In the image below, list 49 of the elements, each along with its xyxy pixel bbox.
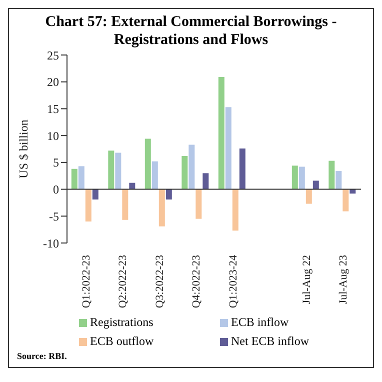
- bar: [312, 180, 319, 190]
- bar: [78, 166, 84, 190]
- y-tick-label: -5: [49, 209, 59, 224]
- bar: [218, 77, 224, 190]
- bar: [92, 189, 98, 200]
- bar: [328, 160, 335, 190]
- bar: [292, 166, 298, 190]
- bar: [232, 189, 238, 231]
- source-note: Source: RBI.: [16, 350, 68, 363]
- bar: [158, 189, 165, 226]
- bar: [342, 189, 349, 212]
- bar: [85, 189, 92, 222]
- bar: [115, 152, 122, 190]
- bar: [166, 189, 172, 200]
- bar: [202, 173, 209, 190]
- bar: [122, 189, 128, 220]
- y-tick-label: 20: [47, 75, 59, 90]
- bar: [225, 107, 232, 190]
- x-tick-label: Jul-Aug 22: [300, 255, 313, 304]
- bar: [182, 156, 188, 190]
- y-tick-label: 0: [53, 182, 59, 197]
- bar: [129, 182, 136, 190]
- bar: [336, 171, 342, 190]
- legend-label: Registrations: [90, 315, 154, 330]
- bar: [144, 138, 151, 190]
- bar: [239, 148, 246, 190]
- bar: [196, 189, 202, 219]
- x-tick-label: Q1:2023-24: [227, 254, 240, 308]
- bar: [188, 144, 195, 190]
- bar: [306, 189, 312, 204]
- y-tick-label: 5: [53, 156, 59, 170]
- x-tick-label: Q2:2022-23: [117, 254, 130, 308]
- y-tick-label: 10: [47, 128, 59, 143]
- bar: [108, 150, 114, 190]
- bar: [298, 166, 305, 190]
- bar: [71, 168, 78, 190]
- y-tick-label: -10: [43, 236, 59, 250]
- bar: [152, 161, 158, 190]
- y-tick-label: 25: [47, 48, 59, 62]
- x-tick-label: Q4:2022-23: [190, 254, 203, 308]
- x-tick-label: Q1:2022-23: [80, 254, 92, 308]
- y-tick-label: 15: [47, 102, 59, 116]
- legend-label: Net ECB inflow: [231, 334, 309, 349]
- x-tick-label: Q3:2022-23: [154, 254, 166, 308]
- chart-title: Chart 57: External Commercial Borrowings - Registrations and Flows: [44, 13, 338, 49]
- legend-label: ECB outflow: [90, 334, 154, 349]
- legend-label: ECB inflow: [231, 315, 289, 330]
- y-axis-title: US $ billion: [16, 120, 30, 178]
- x-tick-label: Jul-Aug 23: [338, 254, 350, 304]
